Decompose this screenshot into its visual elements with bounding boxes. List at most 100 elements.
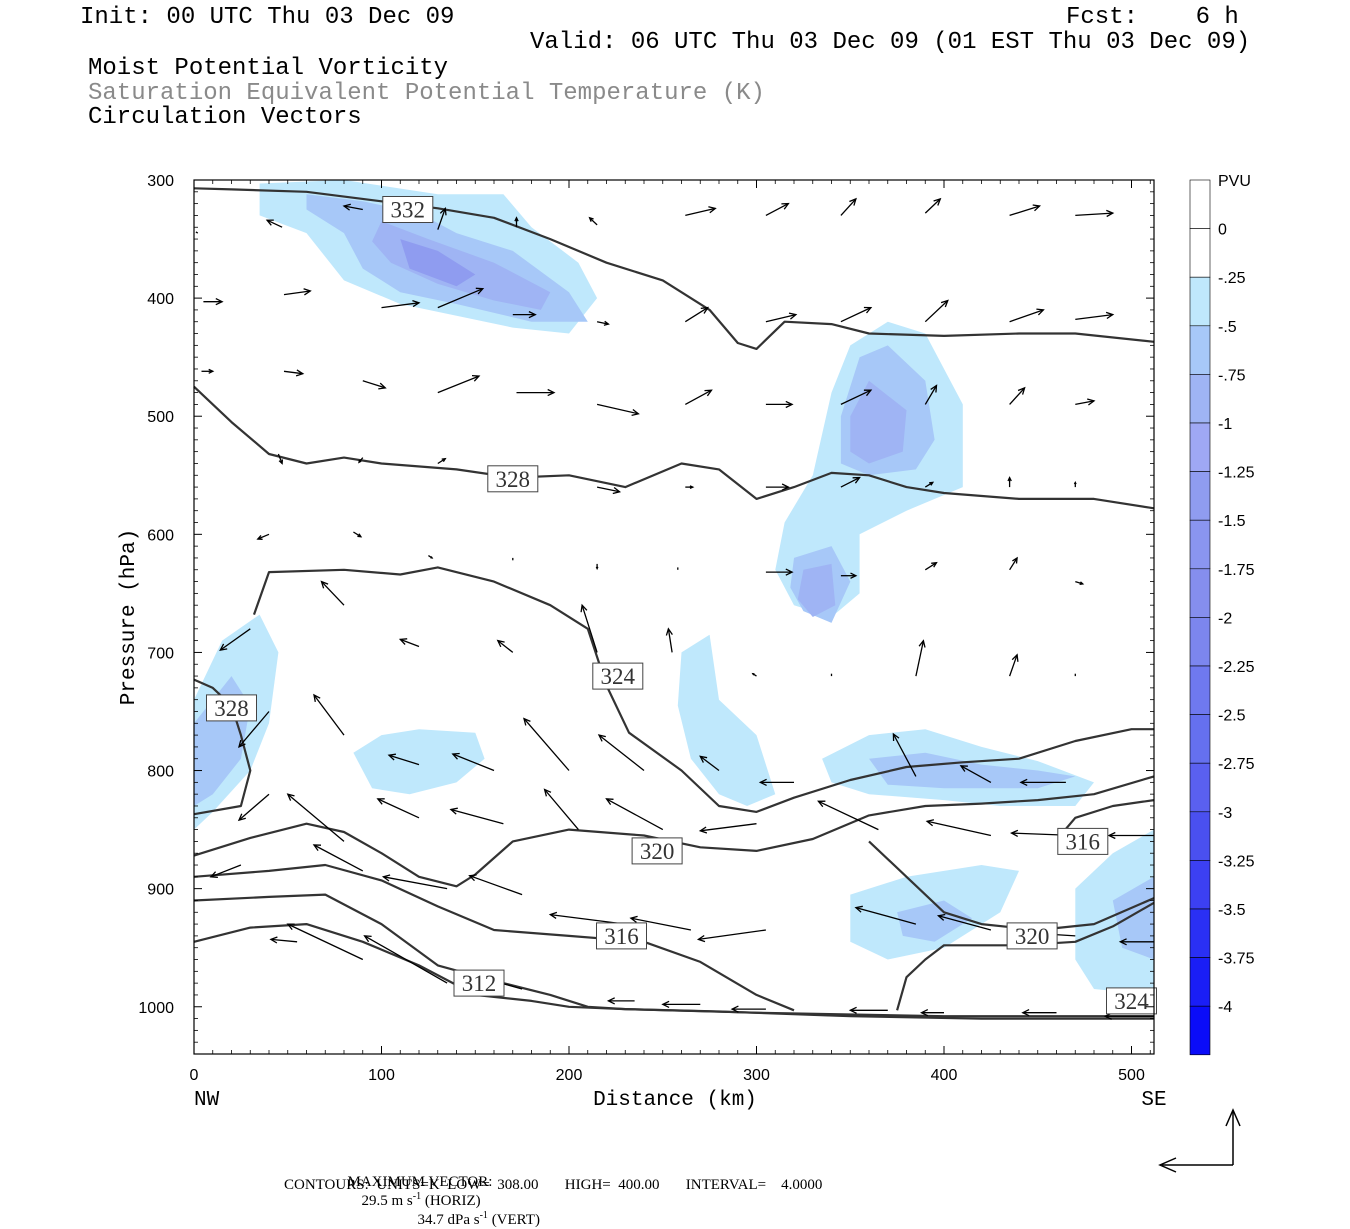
colorbar-label: -1.25 (1218, 465, 1255, 482)
circulation-vector (381, 299, 421, 309)
circulation-vector (696, 929, 766, 943)
circulation-vector (437, 374, 481, 394)
theta-es-contour-unlabeled-10 (193, 922, 1154, 1018)
circulation-vector (765, 400, 794, 409)
vector-shaft (818, 800, 879, 831)
vector-shaft (287, 793, 345, 842)
vector-shaft (452, 753, 495, 772)
vector-head (920, 1009, 929, 1017)
colorbar-swatch (1189, 325, 1211, 375)
circulation-vector (516, 388, 556, 397)
vector-shaft (437, 375, 480, 394)
circulation-vector (1073, 480, 1077, 488)
circulation-vector (237, 793, 270, 822)
circulation-vector (840, 306, 873, 323)
circulation-vector (924, 384, 938, 405)
circulation-vector (596, 403, 640, 417)
vector-head (930, 384, 938, 393)
field-title-vectors: Circulation Vectors (88, 104, 362, 131)
circulation-vector (765, 202, 790, 216)
circulation-vector (595, 563, 599, 571)
circulation-vector (376, 798, 420, 819)
circulation-vector (283, 369, 305, 377)
colorbar-swatch (1189, 519, 1211, 570)
vector-shaft (915, 640, 925, 677)
circulation-vector (854, 905, 917, 925)
vector-head (781, 483, 790, 491)
circulation-vector (283, 288, 312, 296)
circulation-vector (596, 486, 622, 495)
circulation-vector (698, 823, 757, 834)
colorbar-title: PVU (1218, 173, 1251, 190)
vector-head (918, 639, 926, 648)
circulation-vector (1019, 778, 1066, 786)
vector-head (376, 798, 385, 805)
vector-head (1032, 204, 1042, 212)
circulation-vector (959, 765, 992, 783)
colorbar-label: 0 (1218, 222, 1227, 239)
vector-shaft (1009, 205, 1040, 217)
circulation-vector (523, 717, 570, 771)
vector-head (548, 911, 558, 919)
vector-head (704, 389, 713, 397)
vector-shaft (698, 929, 766, 941)
contour-label-text: 316 (604, 924, 639, 949)
vector-shaft (596, 321, 609, 325)
vector-shaft (1008, 654, 1018, 677)
vector-head (863, 389, 873, 397)
vector-shaft (765, 313, 797, 323)
circulation-vector (449, 807, 504, 825)
circulation-vector (596, 320, 610, 326)
colorbar-swatch (1189, 179, 1211, 229)
circulation-vector (597, 734, 645, 772)
contour-label-text: 328 (496, 467, 531, 492)
colorbar-label: -4 (1218, 999, 1232, 1016)
circulation-vector (848, 1006, 888, 1014)
circulation-vector (1075, 209, 1115, 218)
max-vert-value: 34.7 dPa s (417, 1212, 480, 1228)
vector-shaft (684, 389, 712, 405)
circulation-vector (387, 753, 420, 766)
y-tick-label: 1000 (138, 1000, 174, 1017)
vector-shaft (855, 906, 917, 925)
vector-shaft (238, 711, 270, 748)
field-title-thetaes: Saturation Equivalent Potential Temperat… (88, 80, 765, 107)
vector-head (387, 753, 396, 761)
vector-head (580, 603, 588, 613)
colorbar-label: -3.75 (1218, 951, 1255, 968)
circulation-vector (1009, 204, 1042, 217)
vector-shaft (219, 628, 251, 651)
contour-label-text: 332 (391, 198, 426, 223)
circulation-vector (201, 368, 215, 374)
vector-head (785, 400, 794, 409)
circulation-vector (238, 711, 270, 749)
vector-shaft (840, 307, 872, 323)
colorbar-swatch (1189, 762, 1211, 813)
vector-shaft (364, 935, 448, 984)
vector-shaft (684, 307, 709, 323)
vector-head (595, 566, 599, 571)
vector-head (631, 408, 640, 417)
vector-head (936, 913, 946, 921)
vector-head (700, 306, 710, 314)
vector-head (1017, 386, 1026, 395)
x-end-label-left: NW (194, 1089, 220, 1112)
contour-label-box (1106, 987, 1157, 1015)
y-tick-label: 900 (147, 882, 174, 899)
vector-head (269, 936, 278, 944)
mpv-region-17 (1075, 829, 1154, 995)
vector-shaft (283, 290, 311, 296)
circulation-vector (195, 231, 199, 234)
vector-head (817, 800, 826, 808)
contour-label-box (487, 465, 539, 493)
circulation-vector (1118, 938, 1154, 946)
vector-shaft (210, 864, 242, 878)
vector-head (597, 734, 606, 742)
circulation-vector (588, 216, 598, 226)
circulation-vector (685, 206, 717, 217)
circulation-vector (924, 481, 935, 488)
vector-shaft (287, 923, 364, 961)
circulation-vector (543, 788, 579, 831)
vector-head (1106, 209, 1115, 218)
circulation-vector (1075, 580, 1085, 586)
